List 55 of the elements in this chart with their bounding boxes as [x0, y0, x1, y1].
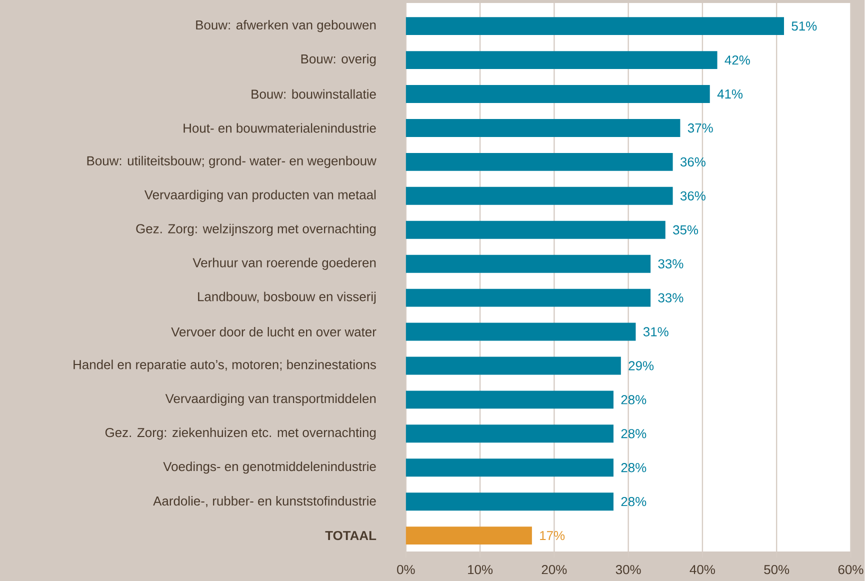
y-tick-label: Gez. Zorg: ziekenhuizen etc. met overnachting	[105, 427, 376, 440]
data-label: 37%	[688, 123, 713, 132]
bar	[406, 288, 651, 307]
bar	[406, 424, 614, 442]
data-label: 42%	[724, 55, 750, 64]
x-tick-label: 10%	[468, 564, 493, 574]
data-label: 28%	[621, 428, 646, 438]
y-tick-label: Bouw: bouwinstallatie	[252, 89, 376, 99]
bar	[406, 186, 673, 205]
data-label: 31%	[643, 326, 668, 336]
bar	[406, 458, 614, 476]
x-tick-label: 30%	[616, 564, 641, 574]
data-label: 28%	[621, 496, 646, 506]
data-label: 51%	[792, 21, 817, 30]
y-tick-label: Landbouw, bosbouw en visserij	[198, 292, 376, 304]
bar	[406, 492, 614, 510]
x-tick-label: 60%	[838, 564, 864, 574]
y-tick-label: Handel en reparatie auto’s, motoren; benzinestations	[74, 359, 376, 372]
bar	[406, 118, 680, 137]
y-tick-label: Vervaardiging van transportmiddelen	[165, 393, 376, 406]
data-label: 33%	[658, 259, 684, 268]
bar	[406, 322, 636, 341]
x-tick-label: 0%	[397, 564, 415, 574]
data-label: 41%	[717, 89, 743, 98]
y-tick-label: Bouw: utiliteitsbouw; grond- water- en wegenbouw	[87, 156, 376, 168]
data-label: 17%	[540, 530, 565, 540]
x-tick-label: 50%	[764, 564, 790, 574]
y-tick-label: TOTAAL	[325, 530, 376, 540]
data-label: 33%	[658, 292, 684, 302]
x-tick-label: 40%	[690, 564, 715, 574]
y-tick-label: Bouw: afwerken van gebouwen	[196, 20, 376, 32]
bar	[406, 526, 532, 544]
y-tick-label: Voedings- en genotmiddelenindustrie	[163, 461, 376, 474]
data-label: 29%	[628, 360, 654, 370]
x-tick-label: 20%	[542, 564, 567, 574]
y-tick-label: Aardolie-, rubber- en kunststofindustrie	[153, 496, 376, 507]
data-label: 36%	[680, 157, 706, 166]
data-label: 28%	[621, 462, 646, 472]
bar	[406, 50, 718, 69]
bar	[406, 84, 710, 103]
y-tick-label: Vervoer door de lucht en over water	[171, 326, 376, 336]
bar	[406, 254, 651, 273]
bar	[406, 390, 614, 408]
bar	[406, 220, 666, 239]
y-tick-label: Hout- en bouwmaterialenindustrie	[184, 122, 376, 133]
bar	[406, 356, 621, 374]
bar	[406, 152, 673, 171]
y-tick-label: Verhuur van roerende goederen	[192, 258, 376, 270]
y-tick-label: Vervaardiging van producten van metaal	[144, 190, 376, 202]
data-label: 28%	[621, 394, 646, 404]
bar	[406, 16, 784, 35]
data-label: 35%	[673, 225, 698, 234]
y-tick-label: Bouw: overig	[301, 54, 376, 66]
data-label: 36%	[680, 191, 706, 200]
y-tick-label: Gez. Zorg: welzijnszorg met overnachting	[136, 224, 376, 236]
